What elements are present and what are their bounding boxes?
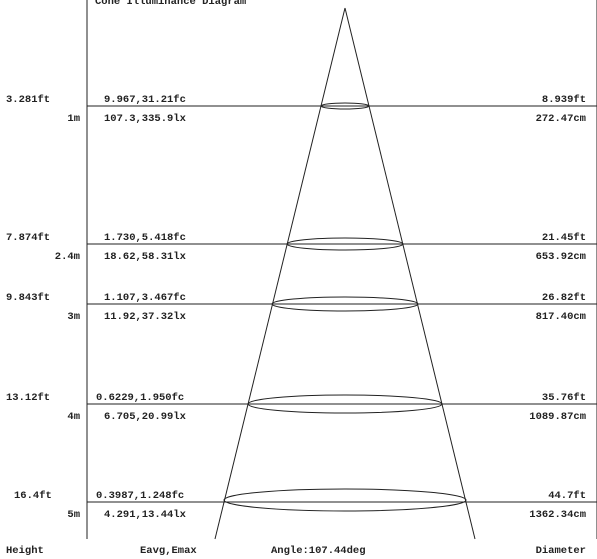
diameter-ft: 21.45ft (542, 232, 586, 244)
beam-ellipse (247, 394, 443, 414)
illum-lx: 107.3,335.9lx (104, 113, 187, 125)
illum-fc: 0.3987,1.248fc (96, 490, 184, 502)
height-m: 2.4m (55, 251, 80, 263)
height-m: 4m (67, 411, 80, 423)
illum-fc: 0.6229,1.950fc (96, 392, 184, 404)
beam-ellipse (320, 102, 370, 110)
cone-left-edge (214, 7, 346, 540)
footer-diameter-label: Diameter (536, 545, 586, 557)
diameter-ft: 8.939ft (542, 94, 586, 106)
illum-fc: 9.967,31.21fc (104, 94, 186, 106)
footer-height-label: Height (6, 545, 44, 557)
height-ft: 13.12ft (6, 392, 50, 404)
height-m: 3m (67, 311, 80, 323)
diameter-cm: 653.92cm (536, 251, 586, 263)
illum-lx: 4.291,13.44lx (104, 509, 187, 521)
illum-fc: 1.730,5.418fc (104, 232, 186, 244)
row-4m: 13.12ft 4m 0.6229,1.950fc 6.705,20.99lx … (6, 392, 597, 423)
beam-ellipse (286, 237, 404, 251)
height-m: 1m (67, 113, 80, 125)
diameter-ft: 26.82ft (542, 292, 586, 304)
diameter-cm: 1362.34cm (529, 509, 586, 521)
footer-angle-label: Angle:107.44deg (271, 545, 366, 557)
cone-right-edge (344, 7, 476, 540)
row-5m: 16.4ft 5m 0.3987,1.248fc 4.291,13.44lx 4… (14, 488, 597, 521)
height-ft: 16.4ft (14, 490, 52, 502)
illum-lx: 18.62,58.31lx (104, 251, 187, 263)
diameter-cm: 817.40cm (536, 311, 586, 323)
height-ft: 9.843ft (6, 292, 50, 304)
illum-fc: 1.107,3.467fc (104, 292, 186, 304)
beam-ellipse (223, 488, 467, 512)
header-clip: Cone Illuminance Diagram (95, 0, 246, 8)
illum-lx: 6.705,20.99lx (104, 411, 187, 423)
height-ft: 7.874ft (6, 232, 50, 244)
row-3m: 9.843ft 3m 1.107,3.467fc 11.92,37.32lx 2… (6, 292, 597, 323)
diameter-ft: 44.7ft (548, 490, 586, 502)
diameter-cm: 272.47cm (536, 113, 586, 125)
diameter-cm: 1089.87cm (529, 411, 586, 423)
diameter-ft: 35.76ft (542, 392, 586, 404)
row-2.4m: 7.874ft 2.4m 1.730,5.418fc 18.62,58.31lx… (6, 232, 597, 263)
footer-illum-label: Eavg,Emax (140, 545, 197, 557)
row-1m: 3.281ft 1m 9.967,31.21fc 107.3,335.9lx 8… (6, 94, 597, 125)
illum-lx: 11.92,37.32lx (104, 311, 187, 323)
height-m: 5m (67, 509, 80, 521)
height-ft: 3.281ft (6, 94, 50, 106)
beam-ellipse (271, 296, 419, 312)
